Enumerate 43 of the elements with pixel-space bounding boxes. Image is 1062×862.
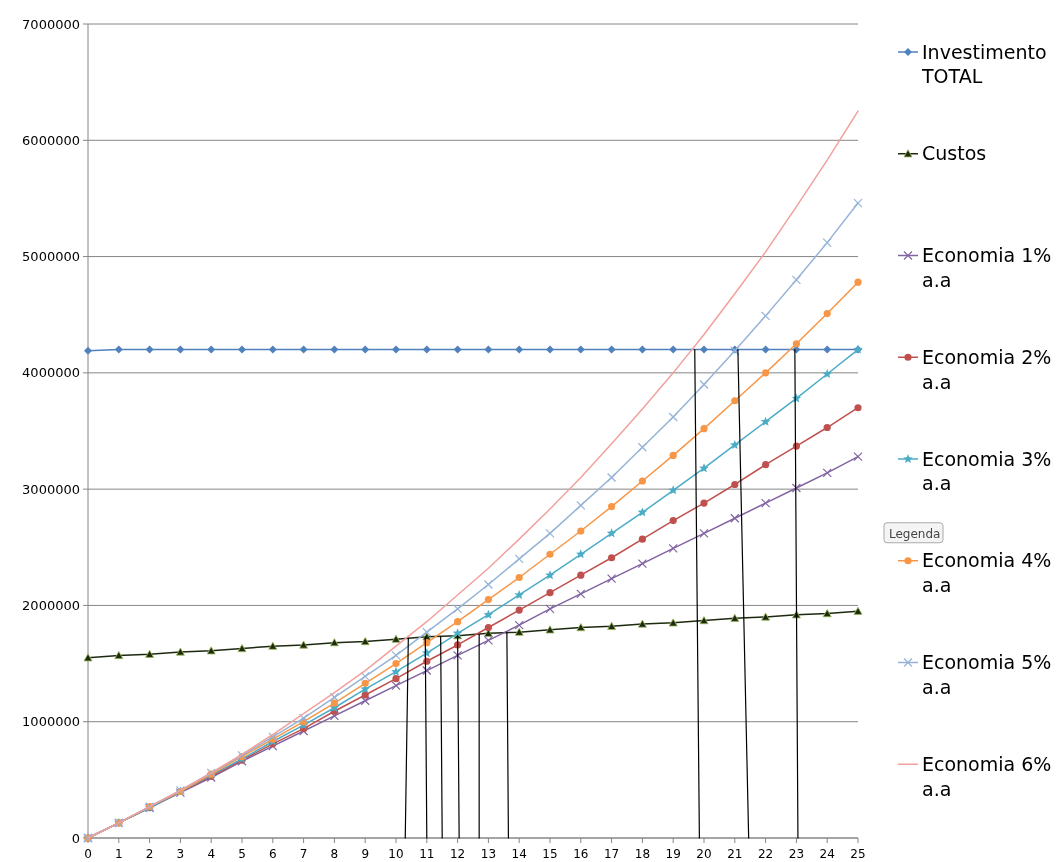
x-tick-label: 6 — [268, 847, 277, 861]
x-tick-label: 9 — [361, 847, 370, 861]
x-tick-label: 22 — [757, 847, 774, 861]
legend-label: Economia 2% a.a — [922, 345, 1052, 393]
y-tick-label: 5000000 — [22, 249, 80, 265]
legend-label: Economia 5% a.a — [922, 651, 1052, 698]
x-tick-label: 5 — [238, 847, 246, 861]
y-tick-label: 4000000 — [22, 365, 80, 381]
x-tick-label: 11 — [419, 847, 435, 861]
x-tick-label: 16 — [573, 847, 589, 861]
x-tick-label: 8 — [330, 847, 339, 861]
x-tick-label: 12 — [449, 847, 466, 861]
x-tick-label: 25 — [850, 847, 866, 861]
x-tick-label: 23 — [788, 847, 805, 861]
x-tick-label: 2 — [145, 847, 154, 861]
x-tick-label: 0 — [84, 847, 92, 861]
x-tick-label: 1 — [114, 847, 123, 861]
x-tick-label: 14 — [511, 847, 527, 861]
legend-label: Economia 6% a.a — [922, 752, 1052, 800]
legend-label: Economia 3% a.a — [922, 447, 1052, 495]
x-tick-label: 24 — [819, 847, 835, 861]
x-tick-label: 4 — [207, 847, 216, 861]
x-tick-label: 18 — [634, 847, 651, 861]
x-tick-label: 21 — [727, 847, 743, 861]
y-tick-label: 6000000 — [22, 132, 80, 148]
x-tick-label: 20 — [696, 847, 712, 861]
legend-label: Economia 1% a.a — [922, 244, 1052, 291]
x-tick-label: 10 — [388, 847, 404, 861]
x-tick-label: 3 — [176, 847, 185, 861]
legend-label: Custos — [922, 142, 987, 165]
text: Legenda — [889, 527, 941, 542]
x-tick-label: 13 — [480, 847, 497, 861]
x-tick-label: 17 — [603, 847, 620, 861]
y-tick-label: 7000000 — [22, 16, 80, 32]
x-tick-label: 19 — [665, 847, 681, 861]
y-tick-label: 1000000 — [22, 714, 80, 730]
legend-label: Investimento TOTAL — [921, 40, 1047, 88]
x-tick-label: 7 — [299, 847, 308, 861]
y-tick-label: 2000000 — [22, 597, 80, 613]
x-tick-label: 15 — [542, 847, 558, 861]
legend-label: Economia 4% a.a — [922, 549, 1052, 597]
y-tick-label: 0 — [71, 830, 80, 846]
y-tick-label: 3000000 — [22, 481, 80, 497]
